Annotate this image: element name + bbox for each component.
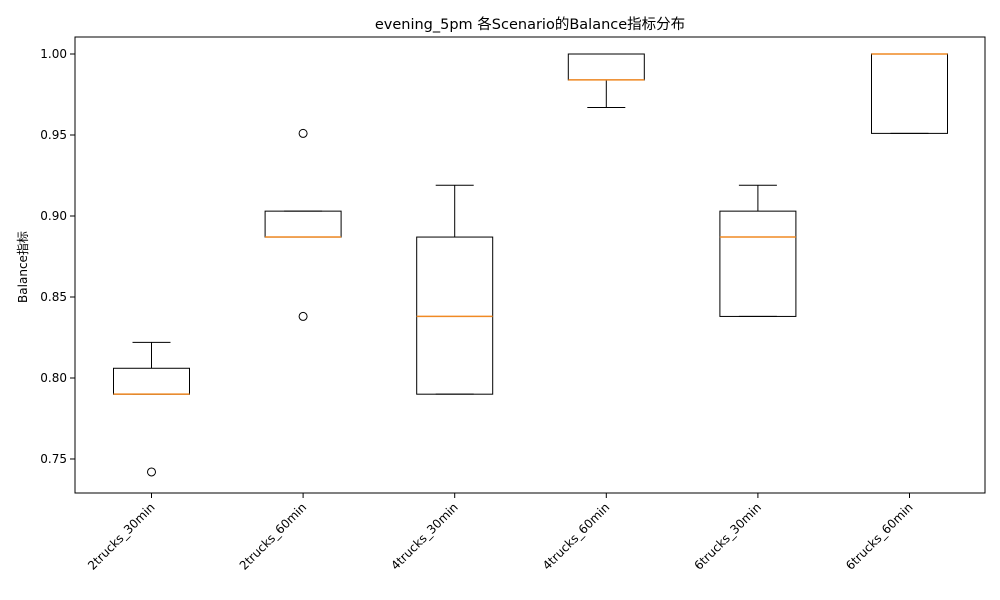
chart-title: evening_5pm 各Scenario的Balance指标分布	[375, 16, 685, 33]
outlier-point	[298, 311, 308, 321]
y-tick-label: 0.85	[40, 290, 67, 304]
x-tick-label: 6trucks_60min	[843, 500, 916, 573]
y-tick-label: 0.80	[40, 371, 67, 385]
box-group	[416, 184, 494, 395]
box-body	[264, 210, 342, 238]
outlier-point	[147, 467, 156, 477]
box-group	[264, 128, 342, 321]
box-body	[416, 236, 494, 395]
x-tick-label: 2trucks_30min	[85, 500, 158, 573]
outlier-point	[298, 128, 308, 138]
y-axis-label: Balance指标	[15, 231, 30, 303]
box-group	[113, 341, 190, 477]
box-body	[719, 210, 797, 317]
box-body	[567, 53, 645, 81]
box-group	[567, 53, 645, 108]
box-body	[871, 53, 948, 134]
box-group	[719, 184, 797, 317]
x-tick-label: 2trucks_60min	[237, 500, 310, 573]
x-tick-label: 4trucks_30min	[388, 500, 461, 573]
box-body	[113, 367, 190, 395]
y-tick-label: 0.75	[40, 452, 67, 466]
y-tick-label: 0.95	[40, 128, 67, 142]
y-tick-label: 1.00	[40, 47, 67, 61]
plot-area-frame	[74, 36, 986, 494]
x-tick-label: 6trucks_30min	[691, 500, 764, 573]
y-tick-label: 0.90	[40, 209, 67, 223]
x-tick-label: 4trucks_60min	[540, 500, 613, 573]
box-group	[871, 53, 948, 134]
